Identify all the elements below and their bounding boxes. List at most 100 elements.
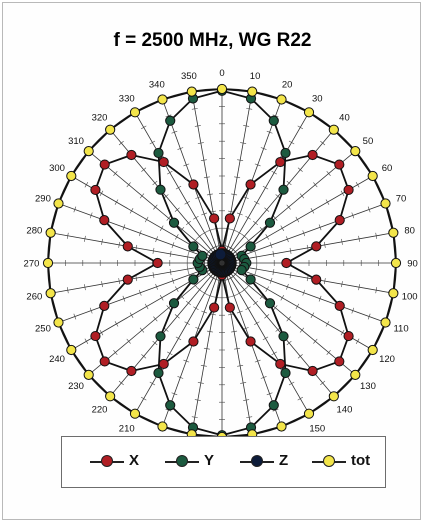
point-x-10 — [224, 213, 235, 224]
point-tot-10 — [247, 86, 258, 97]
point-x-240 — [90, 330, 101, 342]
spoke-tick — [191, 416, 198, 419]
angle-label-50: 50 — [363, 136, 374, 147]
spoke-tick — [325, 199, 330, 205]
legend-marker-tot — [323, 455, 335, 467]
point-x-170 — [224, 302, 235, 313]
spoke-tick — [138, 289, 142, 296]
spoke-tick — [185, 220, 191, 226]
point-tot-80 — [388, 227, 399, 238]
point-x-250 — [99, 300, 110, 311]
spoke-tick — [140, 125, 147, 130]
spoke-tick — [177, 147, 184, 150]
chart-title: f = 2500 MHz, WG R22 — [113, 30, 312, 51]
point-tot-120 — [367, 344, 378, 356]
spoke-tick — [135, 244, 138, 251]
spoke-tick — [254, 200, 260, 205]
spoke-tick — [167, 351, 173, 356]
angle-label-260: 260 — [26, 292, 42, 303]
spoke-tick — [89, 307, 93, 314]
angle-label-330: 330 — [119, 93, 135, 104]
spoke-tick — [206, 193, 213, 196]
spoke-tick — [129, 312, 134, 318]
spoke-tick — [230, 294, 237, 298]
spoke-tick — [240, 142, 247, 144]
spoke-tick — [295, 216, 300, 223]
legend-marker-x — [101, 455, 113, 467]
point-tot-130 — [350, 369, 361, 380]
point-y-40 — [278, 184, 289, 195]
spoke-tick — [289, 247, 292, 254]
spoke-tick — [260, 376, 267, 379]
spoke-tick — [141, 167, 147, 172]
spoke-tick — [194, 125, 201, 127]
point-y-340 — [165, 115, 176, 126]
series-layer — [42, 83, 402, 443]
point-tot-240 — [66, 344, 77, 356]
angle-label-250: 250 — [35, 324, 51, 335]
angle-label-0: 0 — [219, 68, 224, 79]
point-y-160 — [268, 400, 279, 411]
spoke-tick — [310, 208, 315, 214]
angle-label-130: 130 — [360, 381, 376, 392]
spoke-tick — [271, 351, 277, 356]
spoke-tick — [175, 185, 182, 190]
legend-marker-z — [251, 455, 263, 467]
spoke-tick — [272, 269, 275, 276]
spoke-tick — [237, 364, 244, 367]
angle-label-350: 350 — [181, 71, 197, 82]
spoke-tick — [201, 231, 208, 235]
spoke-tick — [266, 392, 273, 396]
polar-grid — [47, 88, 397, 438]
spoke-tick — [144, 216, 149, 223]
point-x-230 — [99, 356, 110, 367]
spoke-tick — [236, 291, 243, 295]
point-x-100 — [311, 274, 322, 285]
point-tot-230 — [83, 369, 94, 380]
spoke-tick — [313, 182, 318, 188]
point-y-200 — [165, 400, 176, 411]
spoke-tick — [310, 312, 315, 318]
spoke-tick — [320, 140, 326, 146]
spoke-tick — [273, 215, 278, 221]
point-y-150 — [280, 367, 291, 379]
point-x-190 — [209, 302, 220, 313]
spoke-tick — [253, 300, 259, 306]
angle-label-40: 40 — [339, 113, 350, 124]
spoke-tick — [144, 303, 149, 310]
angle-label-110: 110 — [393, 324, 408, 335]
spoke-tick — [236, 212, 243, 216]
angle-label-270: 270 — [24, 259, 40, 270]
spoke-tick — [165, 114, 172, 118]
spoke-tick — [323, 241, 326, 248]
spoke-tick — [245, 306, 251, 310]
spoke-tick — [299, 327, 305, 333]
spoke-tick — [207, 228, 214, 232]
point-tot-0 — [216, 83, 228, 95]
spoke-tick — [367, 206, 371, 213]
spoke-tick — [122, 295, 126, 302]
angle-label-240: 240 — [49, 354, 65, 365]
spoke-tick — [241, 287, 247, 292]
point-y-30 — [280, 147, 291, 159]
spoke-tick — [245, 216, 251, 220]
angle-label-310: 310 — [68, 136, 84, 147]
point-tot-270 — [42, 257, 54, 269]
spoke-tick — [297, 396, 304, 401]
point-tot-100 — [388, 288, 399, 299]
spoke-tick — [358, 284, 360, 291]
angle-label-140: 140 — [337, 404, 353, 415]
spoke-tick — [264, 314, 270, 319]
spoke-tick — [271, 170, 277, 175]
spoke-tick — [358, 235, 360, 242]
point-y-60 — [245, 241, 256, 252]
point-tot-340 — [157, 94, 168, 105]
spoke-tick — [320, 380, 326, 386]
spoke-tick — [194, 399, 201, 401]
legend-label-y: Y — [204, 452, 215, 469]
spoke-tick — [152, 272, 155, 279]
spoke-tick — [197, 234, 203, 239]
spoke-tick — [288, 381, 295, 386]
spoke-tick — [84, 181, 89, 188]
spoke-tick — [175, 336, 182, 341]
